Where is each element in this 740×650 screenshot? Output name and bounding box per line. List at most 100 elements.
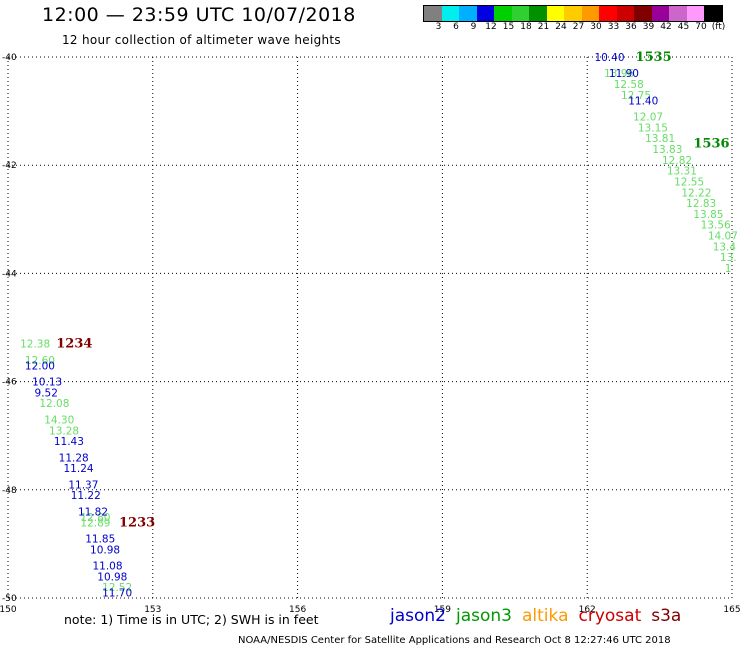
satellite-cryosat: cryosat	[578, 606, 642, 626]
x-tick-label: 156	[289, 605, 306, 615]
colorbar-tick-label: 33	[607, 22, 620, 32]
colorbar-swatch	[546, 5, 564, 22]
wave-height-label: 1	[725, 263, 732, 275]
y-tick-label: -48	[2, 486, 17, 496]
wave-height-label: 9.52	[35, 387, 58, 399]
colorbar-tick-label: 6	[453, 22, 459, 32]
wave-height-label: 11.90	[609, 68, 639, 80]
wave-height-label: 12.08	[39, 398, 69, 410]
wave-height-label: 12.75	[621, 90, 651, 102]
colorbar-swatch	[599, 5, 617, 22]
wave-height-label: 11.40	[628, 95, 658, 107]
wave-height-label: 13.28	[49, 425, 79, 437]
x-tick-label: 153	[144, 605, 161, 615]
wave-height-label: 13.4	[713, 241, 737, 253]
colorbar-tick-label: 42	[660, 22, 672, 32]
wave-height-label: 13.96	[604, 68, 634, 80]
y-tick-label: -50	[2, 594, 17, 604]
satellite-legend: jason2 jason3 altika cryosat s3a	[390, 606, 691, 626]
credit-text: NOAA/NESDIS Center for Satellite Applica…	[238, 635, 671, 646]
colorbar-tick-label: (ft)	[711, 22, 726, 32]
colorbar-swatch	[669, 5, 687, 22]
colorbar-tick-label: 30	[590, 22, 602, 32]
wave-height-label: 12.82	[662, 155, 692, 167]
note-text: note: 1) Time is in UTC; 2) SWH is in fe…	[64, 612, 319, 627]
colorbar-swatch	[494, 5, 512, 22]
x-tick-label: 159	[434, 605, 451, 615]
colorbar-swatch	[616, 5, 634, 22]
grid	[7, 56, 733, 599]
wave-height-label: 12.58	[614, 79, 644, 91]
colorbar-swatch	[459, 5, 477, 22]
wave-height-label: 10.13	[32, 377, 62, 389]
x-tick-label: 162	[579, 605, 596, 615]
colorbar-swatch	[423, 5, 442, 22]
colorbar-tick-label: 15	[502, 22, 515, 32]
wave-height-label: 13.81	[645, 133, 675, 145]
colorbar-swatch	[581, 5, 599, 22]
wave-height-label: 12.80	[80, 512, 110, 524]
colorbar-swatch	[476, 5, 494, 22]
wave-height-label: 12.83	[686, 198, 716, 210]
colorbar	[423, 5, 723, 22]
wave-height-label: 11.22	[71, 490, 101, 502]
colorbar-tick-label: 12	[485, 22, 497, 32]
colorbar-swatch	[651, 5, 669, 22]
y-tick-label: -44	[2, 269, 17, 279]
wave-height-label: 12.60	[25, 355, 55, 367]
satellite-jason3: jason3	[456, 606, 512, 626]
wave-height-label: 13.83	[652, 144, 682, 156]
pass-number-label: 1536	[693, 137, 729, 152]
pass-labels: 1535 1536 1234 1233	[56, 50, 729, 530]
colorbar-tick-label: 9	[470, 22, 477, 32]
colorbar-swatch	[511, 5, 529, 22]
satellite-altika: altika	[522, 606, 569, 626]
pass-number-label: 1234	[56, 337, 92, 352]
colorbar-tick-label: 70	[695, 22, 707, 32]
colorbar-swatch	[441, 5, 459, 22]
wave-height-label: 11.24	[64, 463, 94, 475]
wave-height-label: 11.43	[54, 436, 84, 448]
colorbar-tick-label: 3	[435, 22, 442, 32]
wave-height-label: 11.85	[85, 533, 115, 545]
wave-height-label: 12.22	[681, 187, 711, 199]
pass-number-label: 1535	[635, 50, 671, 65]
colorbar-tick-label: 45	[677, 22, 690, 32]
colorbar-tick-label: 36	[625, 22, 637, 32]
wave-height-label: 10.98	[97, 571, 127, 583]
wave-height-label: 11.28	[59, 452, 89, 464]
colorbar-tick-label: 39	[642, 22, 655, 32]
wave-height-label: 11.08	[92, 561, 122, 573]
chart-title: 12:00 — 23:59 UTC 10/07/2018	[42, 4, 356, 26]
wave-height-label: 13.31	[667, 166, 697, 178]
wave-height-label: 12.00	[25, 360, 55, 372]
colorbar-swatch	[686, 5, 704, 22]
satellite-s3a: s3a	[651, 606, 682, 626]
chart-subtitle: 12 hour collection of altimeter wave hei…	[62, 33, 341, 47]
wave-height-label: 11.37	[68, 479, 98, 491]
wave-height-label: 11.82	[78, 506, 108, 518]
colorbar-swatch	[634, 5, 652, 22]
colorbar-tick-label: 21	[537, 22, 550, 32]
x-tick-label: 150	[0, 605, 17, 615]
wave-height-label: 10.98	[90, 544, 120, 556]
pass-number-label: 1233	[119, 515, 155, 530]
satellite-jason2: jason2	[390, 606, 446, 626]
wave-height-label: 12.89	[80, 517, 110, 529]
y-tick-label: -46	[2, 378, 17, 388]
y-tick-label: -40	[2, 53, 17, 63]
wave-height-label: 13.56	[701, 220, 731, 232]
colorbar-swatch	[704, 5, 723, 22]
wave-height-label: 14.30	[44, 414, 74, 426]
axes: 150 153 156 159 162 165 -40 -42 -44 -46 -48 -50	[0, 53, 740, 615]
colorbar-swatch	[529, 5, 547, 22]
x-tick-label: 165	[723, 605, 740, 615]
wave-height-label: 10.40	[594, 52, 624, 64]
colorbar-tick-label: 27	[572, 22, 585, 32]
wave-height-label: 14.07	[708, 231, 738, 243]
colorbar-swatch	[564, 5, 582, 22]
wave-height-label: 12.07	[633, 112, 663, 124]
wave-height-label: 12.38	[20, 339, 50, 351]
